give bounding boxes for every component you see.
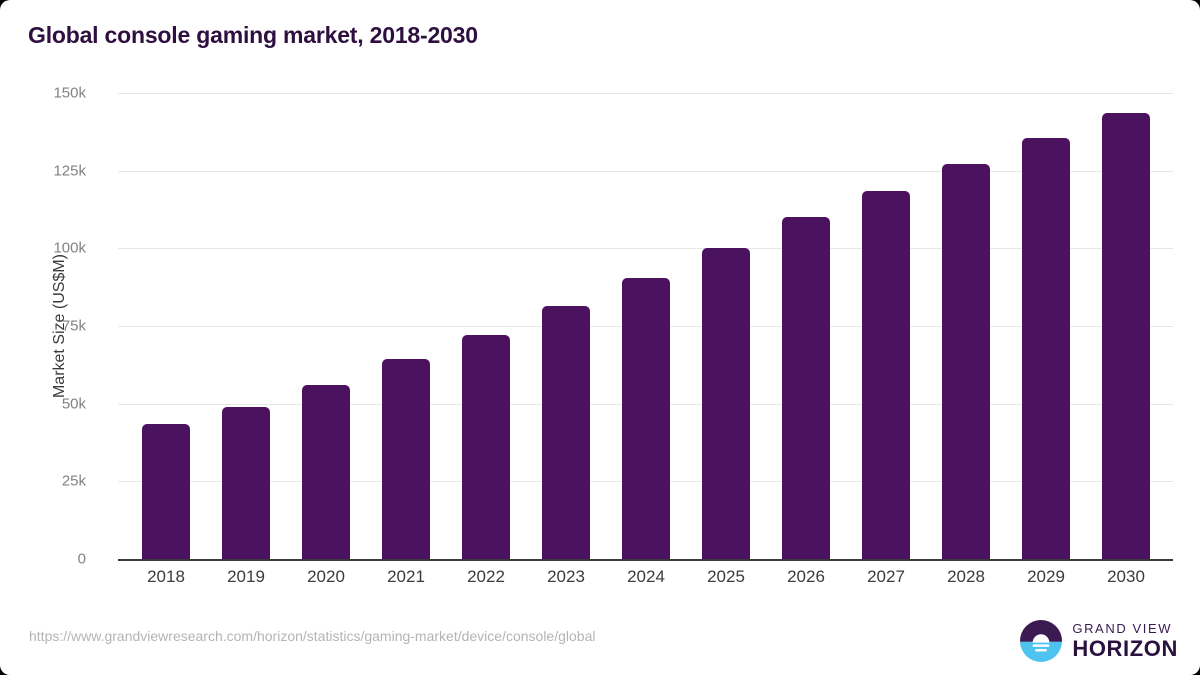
bar[interactable] <box>782 217 830 559</box>
bar[interactable] <box>142 423 190 559</box>
y-axis-title: Market Size (US$M) <box>51 253 68 399</box>
y-tick-label: 50k <box>61 395 86 413</box>
gridline <box>118 170 1173 172</box>
y-tick-label: 0 <box>77 550 86 568</box>
x-tick-label: 2019 <box>227 567 265 586</box>
bar[interactable] <box>542 305 590 559</box>
axis-baseline <box>118 559 1173 561</box>
bar[interactable] <box>862 190 910 559</box>
x-tick-label: 2022 <box>467 567 505 586</box>
source-url[interactable]: https://www.grandviewresearch.com/horizo… <box>29 628 596 644</box>
x-tick-label: 2018 <box>147 567 185 586</box>
bar[interactable] <box>622 277 670 559</box>
bar[interactable] <box>222 406 270 559</box>
y-tick-label: 75k <box>61 317 86 335</box>
bar[interactable] <box>382 358 430 559</box>
x-tick-label: 2024 <box>627 567 665 586</box>
brand-line-grand-view: GRAND VIEW <box>1072 621 1173 636</box>
gridline <box>118 248 1173 250</box>
bar[interactable] <box>1102 113 1150 559</box>
horizon-sun-circle-icon <box>1020 620 1063 662</box>
x-tick-label: 2023 <box>547 567 585 586</box>
y-tick-label: 125k <box>53 162 86 180</box>
plot-area: 0 25k 50k 75k 100k 125k 150k 2018 2019 2020 2021 2… <box>51 85 1173 586</box>
bar-series <box>118 93 1173 559</box>
x-tick-label: 2029 <box>1027 567 1065 586</box>
bar[interactable] <box>702 248 750 559</box>
y-tick-label: 100k <box>53 239 86 257</box>
x-tick-label: 2020 <box>307 567 345 586</box>
brand-line-horizon: HORIZON <box>1072 636 1178 661</box>
y-tick-label: 25k <box>61 472 86 490</box>
x-tick-label: 2021 <box>387 567 425 586</box>
page-title: Global console gaming market, 2018-2030 <box>28 22 478 48</box>
x-tick-label: 2030 <box>1107 567 1145 586</box>
gridline <box>118 93 1173 94</box>
brand-logo: GRAND VIEW HORIZON <box>1020 620 1178 662</box>
bar[interactable] <box>1022 138 1070 559</box>
bar[interactable] <box>462 335 510 559</box>
brand-text: GRAND VIEW HORIZON <box>1072 622 1178 660</box>
x-tick-label: 2028 <box>947 567 985 586</box>
x-tick-label: 2025 <box>707 567 745 586</box>
y-tick-label: 150k <box>53 84 86 102</box>
x-tick-label: 2027 <box>867 567 905 586</box>
bar[interactable] <box>302 385 350 559</box>
bar[interactable] <box>942 164 990 559</box>
x-tick-label: 2026 <box>787 567 825 586</box>
